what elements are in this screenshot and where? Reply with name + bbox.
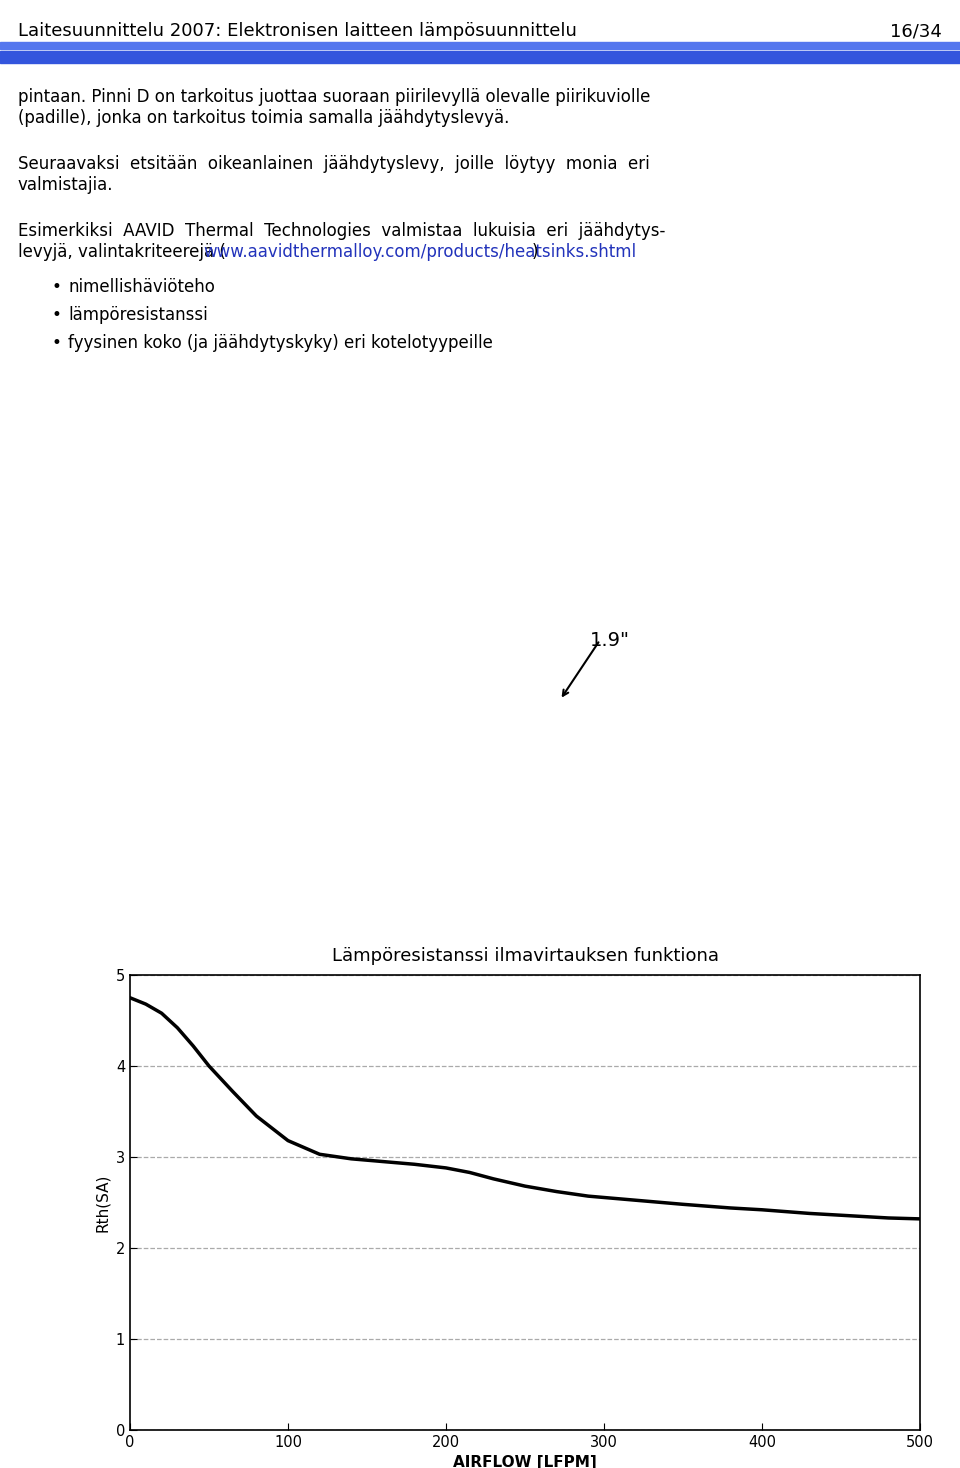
Text: Seuraavaksi  etsitään  oikeanlainen  jäähdytyslevy,  joille  löytyy  monia  eri: Seuraavaksi etsitään oikeanlainen jäähdy… xyxy=(18,156,650,173)
Text: lämpöresistanssi: lämpöresistanssi xyxy=(68,305,207,324)
Bar xyxy=(0,43,960,48)
Text: •: • xyxy=(52,335,61,352)
Text: ): ) xyxy=(532,244,539,261)
Text: (padille), jonka on tarkoitus toimia samalla jäähdytyslevyä.: (padille), jonka on tarkoitus toimia sam… xyxy=(18,109,510,128)
Text: •: • xyxy=(52,305,61,324)
Text: Esimerkiksi  AAVID  Thermal  Technologies  valmistaa  lukuisia  eri  jäähdytys-: Esimerkiksi AAVID Thermal Technologies v… xyxy=(18,222,665,239)
Text: www.aavidthermalloy.com/products/heatsinks.shtml: www.aavidthermalloy.com/products/heatsin… xyxy=(203,244,636,261)
Title: Lämpöresistanssi ilmavirtauksen funktiona: Lämpöresistanssi ilmavirtauksen funktion… xyxy=(331,947,718,964)
Text: 16/34: 16/34 xyxy=(890,22,942,40)
Text: valmistajia.: valmistajia. xyxy=(18,176,113,194)
Text: nimellishäviöteho: nimellishäviöteho xyxy=(68,277,215,297)
Y-axis label: Rth(SA): Rth(SA) xyxy=(95,1173,110,1232)
Bar xyxy=(0,51,960,63)
Text: levyjä, valintakriteerejä (: levyjä, valintakriteerejä ( xyxy=(18,244,226,261)
Text: 1.9": 1.9" xyxy=(590,630,630,649)
X-axis label: AIRFLOW [LFPM]: AIRFLOW [LFPM] xyxy=(453,1455,597,1468)
Text: Laitesuunnittelu 2007: Elektronisen laitteen lämpösuunnittelu: Laitesuunnittelu 2007: Elektronisen lait… xyxy=(18,22,577,40)
Text: pintaan. Pinni D on tarkoitus juottaa suoraan piirilevyllä olevalle piirikuvioll: pintaan. Pinni D on tarkoitus juottaa su… xyxy=(18,88,650,106)
Text: fyysinen koko (ja jäähdytyskyky) eri kotelotyypeille: fyysinen koko (ja jäähdytyskyky) eri kot… xyxy=(68,335,492,352)
Text: •: • xyxy=(52,277,61,297)
